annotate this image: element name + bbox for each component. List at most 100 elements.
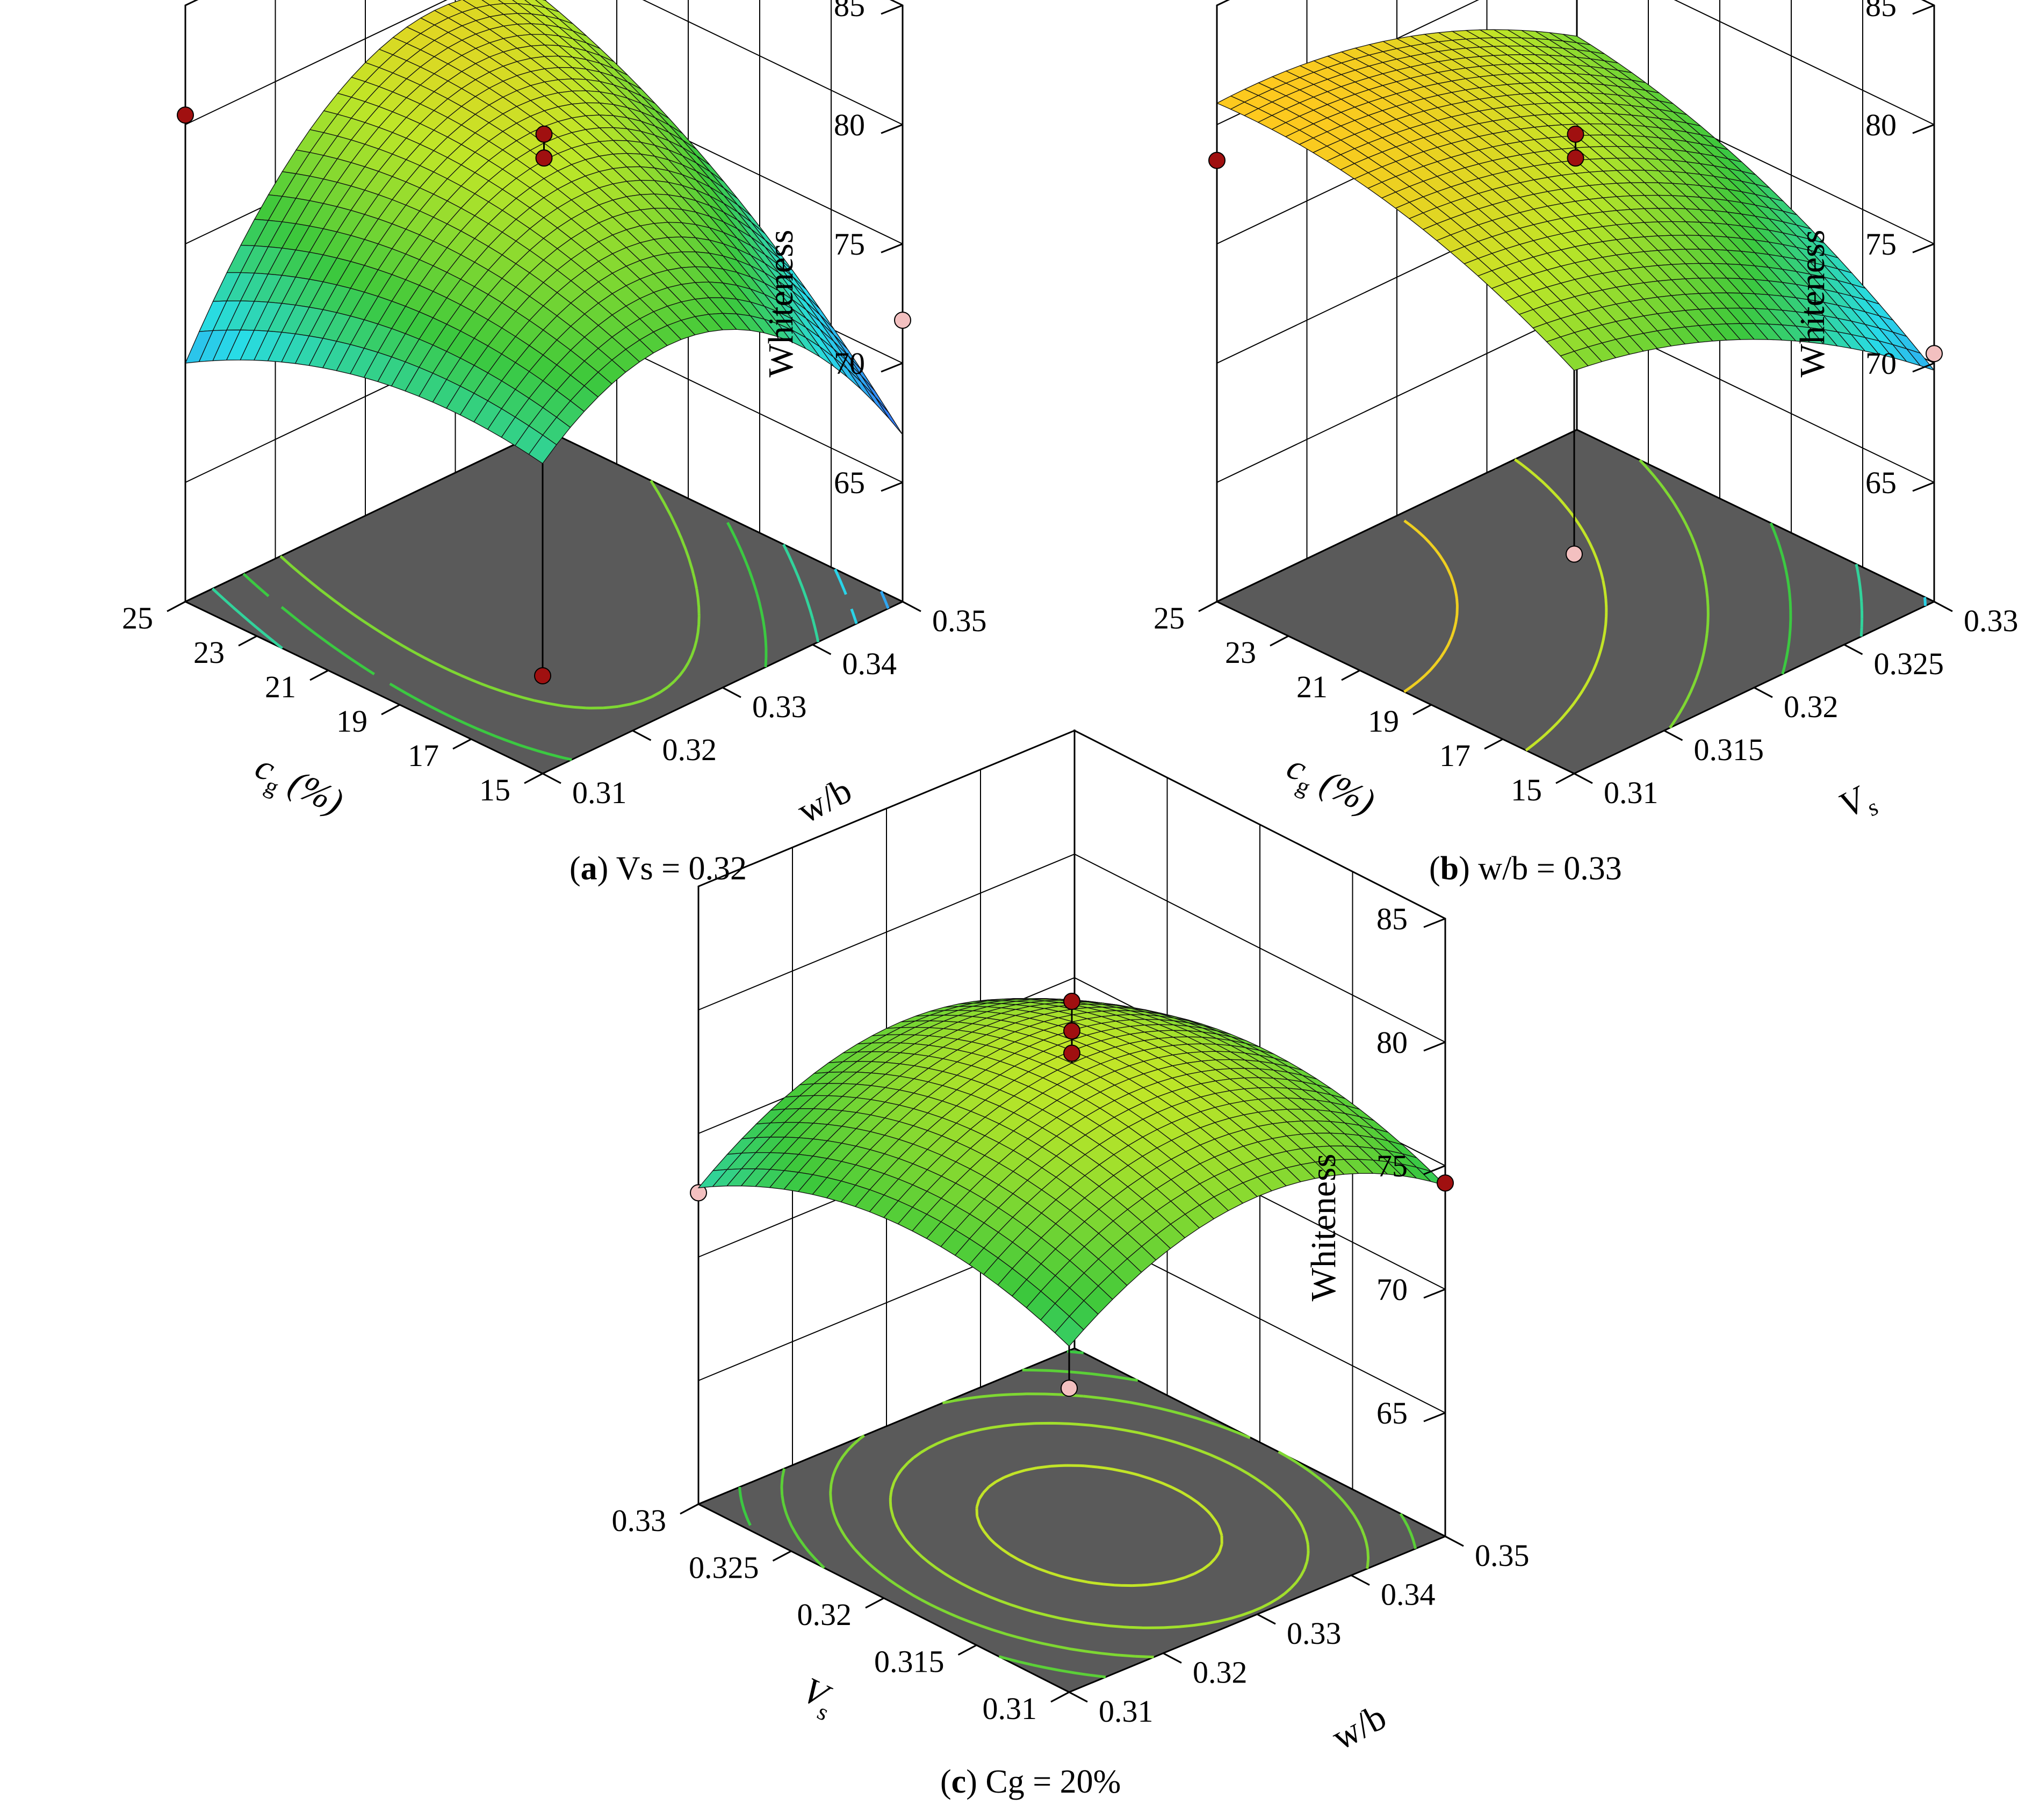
y-tick-label: 0.325 [1874, 646, 1944, 681]
x-tick [1198, 601, 1217, 612]
y-tick [1069, 1691, 1088, 1703]
chart-panel-a: 65 70 75 80 85 Whiteness 15 17 19 21 23 25 0.31 0.32 0… [122, 0, 987, 831]
design-point [1566, 545, 1583, 563]
z-tick-label: 75 [1865, 227, 1897, 262]
contour-line [1769, 522, 1792, 675]
x-tick [1270, 635, 1289, 647]
x-tick [865, 1597, 884, 1609]
x-axis-title-main: V [796, 1669, 838, 1717]
wall-gridline [185, 0, 903, 125]
z-tick [1423, 1412, 1446, 1422]
contour-line [780, 1368, 1417, 1679]
caption-b: (b) w/b = 0.33 [1429, 850, 1622, 887]
y-tick [722, 687, 741, 698]
z-tick [1912, 481, 1935, 492]
y-tick [1934, 601, 1953, 612]
y-tick-label: 0.31 [1099, 1694, 1154, 1729]
y-tick-label: 0.33 [1287, 1616, 1342, 1651]
x-tick [1484, 738, 1503, 750]
contour-line [880, 590, 890, 609]
z-tick-label: 75 [1376, 1149, 1408, 1183]
x-tick-label: 25 [1154, 601, 1185, 635]
contour-line [738, 1350, 1084, 1526]
y-tick [1257, 1613, 1276, 1625]
x-axis-title: cg (%) [246, 746, 350, 829]
y-tick [542, 772, 561, 784]
caption-c: (c) Cg = 20% [940, 1764, 1121, 1800]
y-tick-label: 0.33 [1964, 603, 2019, 638]
x-tick-label: 0.315 [874, 1644, 945, 1679]
y-axis-title-main: w/b [1325, 1696, 1393, 1758]
z-axis-label: Whiteness [761, 230, 801, 378]
contour-line [889, 1421, 1310, 1629]
contour-line [833, 568, 858, 624]
z-tick [881, 4, 903, 15]
design-point [1926, 345, 1943, 363]
contour-line [279, 480, 701, 710]
z-tick-label: 65 [1376, 1396, 1408, 1431]
design-point [1208, 151, 1226, 169]
x-tick-label: 17 [408, 738, 439, 773]
contour-line [1514, 458, 1608, 752]
design-point [1063, 1044, 1080, 1062]
contour-line [242, 522, 768, 761]
response-surface [184, 0, 903, 464]
x-tick-label: 15 [1511, 772, 1542, 807]
y-tick [1574, 772, 1593, 784]
design-point [1567, 125, 1584, 143]
y-axis-title: Vs [1832, 775, 1883, 832]
z-tick [1912, 362, 1935, 373]
y-tick [1445, 1535, 1464, 1547]
x-tick-label: 19 [1368, 704, 1399, 739]
x-tick [1412, 704, 1432, 716]
x-tick [680, 1503, 699, 1515]
x-tick [167, 601, 186, 612]
design-point [535, 149, 553, 167]
design-point [1437, 1174, 1454, 1192]
design-point [177, 106, 194, 124]
y-axis-title: w/b [1325, 1696, 1393, 1758]
chart-panel-c: 65 70 75 80 85 Whiteness 0.31 0.315 0.32 0.325 0.3… [612, 729, 1530, 1758]
design-point [1567, 149, 1584, 167]
z-tick-label: 65 [1865, 465, 1897, 500]
x-tick [1050, 1691, 1070, 1703]
x-tick-label: 17 [1439, 738, 1470, 773]
surface-cell [528, 434, 557, 464]
contour-line [211, 544, 820, 649]
z-tick-label: 85 [1865, 0, 1897, 23]
x-tick-label: 0.31 [983, 1691, 1037, 1726]
y-tick [1843, 644, 1863, 655]
x-axis-title: Vs [793, 1669, 842, 1726]
x-tick [1555, 772, 1575, 784]
y-tick [1754, 687, 1773, 698]
x-tick-label: 0.32 [797, 1597, 852, 1632]
contour-line [1639, 459, 1710, 729]
y-tick-label: 0.32 [662, 732, 717, 767]
z-axis-label: Whiteness [1304, 1154, 1343, 1302]
contour-line [1923, 597, 1927, 606]
z-tick-label: 65 [834, 465, 865, 500]
y-tick [632, 730, 652, 741]
caption-b-text: w/b = 0.33 [1469, 850, 1622, 887]
y-tick-label: 0.35 [932, 603, 987, 638]
y-tick [902, 601, 921, 612]
z-tick-label: 70 [1376, 1272, 1408, 1307]
x-tick [1341, 669, 1360, 681]
z-tick [881, 481, 903, 492]
design-point [1061, 1380, 1078, 1397]
y-axis-title-main: w/b [790, 769, 858, 831]
z-tick-label: 80 [1865, 107, 1897, 142]
surface-cell [1054, 1316, 1084, 1347]
wall-gridline [698, 730, 1446, 919]
design-point [1063, 993, 1080, 1010]
x-tick [452, 738, 472, 750]
y-tick-label: 0.32 [1784, 689, 1839, 724]
design-point [1063, 1022, 1080, 1040]
wall-gridline [698, 853, 1446, 1043]
z-tick [1912, 124, 1935, 134]
z-tick [1423, 1041, 1446, 1052]
z-tick-label: 85 [834, 0, 865, 23]
y-tick-label: 0.34 [842, 646, 897, 681]
x-tick-label: 19 [336, 704, 367, 739]
